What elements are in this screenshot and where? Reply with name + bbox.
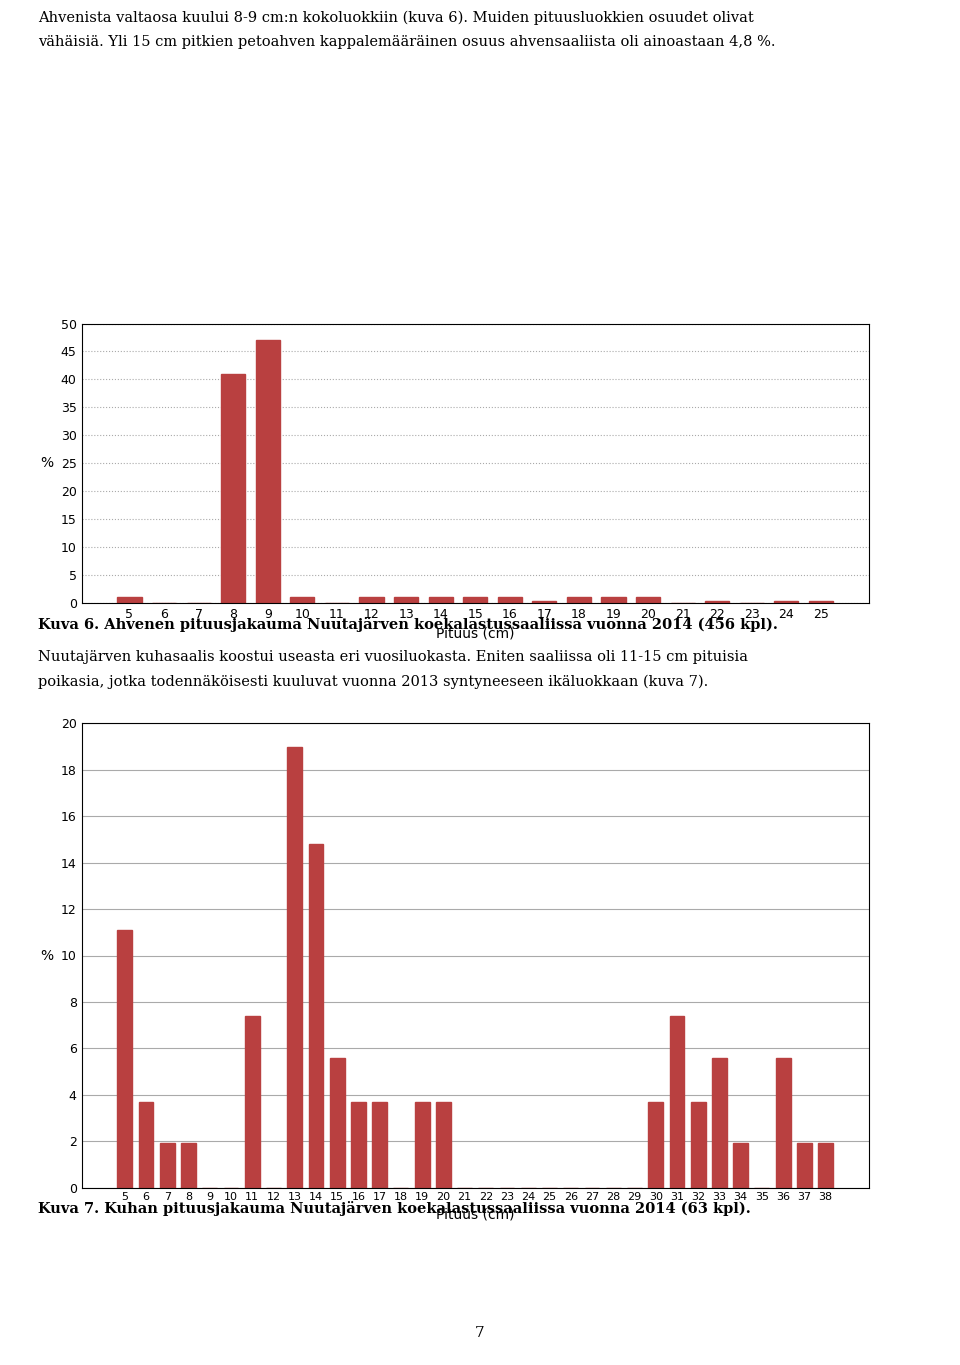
- Bar: [308, 844, 324, 1188]
- Bar: [705, 601, 730, 603]
- Text: 7: 7: [475, 1327, 485, 1340]
- Bar: [463, 597, 488, 603]
- Bar: [776, 1058, 790, 1188]
- Bar: [797, 1144, 812, 1188]
- Bar: [428, 597, 453, 603]
- Bar: [691, 1102, 706, 1188]
- Bar: [359, 597, 384, 603]
- Bar: [809, 601, 833, 603]
- Bar: [181, 1144, 196, 1188]
- Bar: [245, 1016, 259, 1188]
- Text: Kuva 6. Ahvenen pituusjakauma Nuutajärven koekalastussaaliissa vuonna 2014 (456 : Kuva 6. Ahvenen pituusjakauma Nuutajärve…: [38, 617, 779, 632]
- Y-axis label: %: %: [40, 949, 54, 962]
- Bar: [712, 1058, 727, 1188]
- Bar: [636, 597, 660, 603]
- Bar: [160, 1144, 175, 1188]
- Text: vähäisiä. Yli 15 cm pitkien petoahven kappalemääräinen osuus ahvensaaliista oli : vähäisiä. Yli 15 cm pitkien petoahven ka…: [38, 35, 776, 49]
- X-axis label: Pituus (cm): Pituus (cm): [436, 627, 515, 640]
- Bar: [532, 601, 557, 603]
- Bar: [138, 1102, 154, 1188]
- Bar: [436, 1102, 451, 1188]
- Bar: [329, 1058, 345, 1188]
- Bar: [290, 597, 315, 603]
- Text: Kuva 7. Kuhan pituusjakauma Nuutajärven koekalastussaaliissa vuonna 2014 (63 kpl: Kuva 7. Kuhan pituusjakauma Nuutajärven …: [38, 1201, 751, 1216]
- Bar: [394, 597, 419, 603]
- Bar: [221, 374, 246, 603]
- Bar: [415, 1102, 429, 1188]
- Bar: [648, 1102, 663, 1188]
- Bar: [775, 601, 799, 603]
- Text: poikasia, jotka todennäköisesti kuuluvat vuonna 2013 syntyneeseen ikäluokkaan (k: poikasia, jotka todennäköisesti kuuluvat…: [38, 674, 708, 689]
- Bar: [601, 597, 626, 603]
- Bar: [117, 930, 132, 1188]
- Bar: [733, 1144, 748, 1188]
- Text: Ahvenista valtaosa kuului 8-9 cm:n kokoluokkiin (kuva 6). Muiden pituusluokkien : Ahvenista valtaosa kuului 8-9 cm:n kokol…: [38, 11, 755, 26]
- Bar: [372, 1102, 387, 1188]
- Bar: [117, 597, 141, 603]
- Bar: [669, 1016, 684, 1188]
- Bar: [255, 340, 280, 603]
- Bar: [351, 1102, 366, 1188]
- Bar: [287, 747, 302, 1188]
- Y-axis label: %: %: [40, 456, 54, 471]
- Bar: [497, 597, 522, 603]
- Text: Nuutajärven kuhasaalis koostui useasta eri vuosiluokasta. Eniten saaliissa oli 1: Nuutajärven kuhasaalis koostui useasta e…: [38, 650, 749, 663]
- Bar: [566, 597, 591, 603]
- X-axis label: Pituus (cm): Pituus (cm): [436, 1208, 515, 1222]
- Bar: [818, 1144, 833, 1188]
